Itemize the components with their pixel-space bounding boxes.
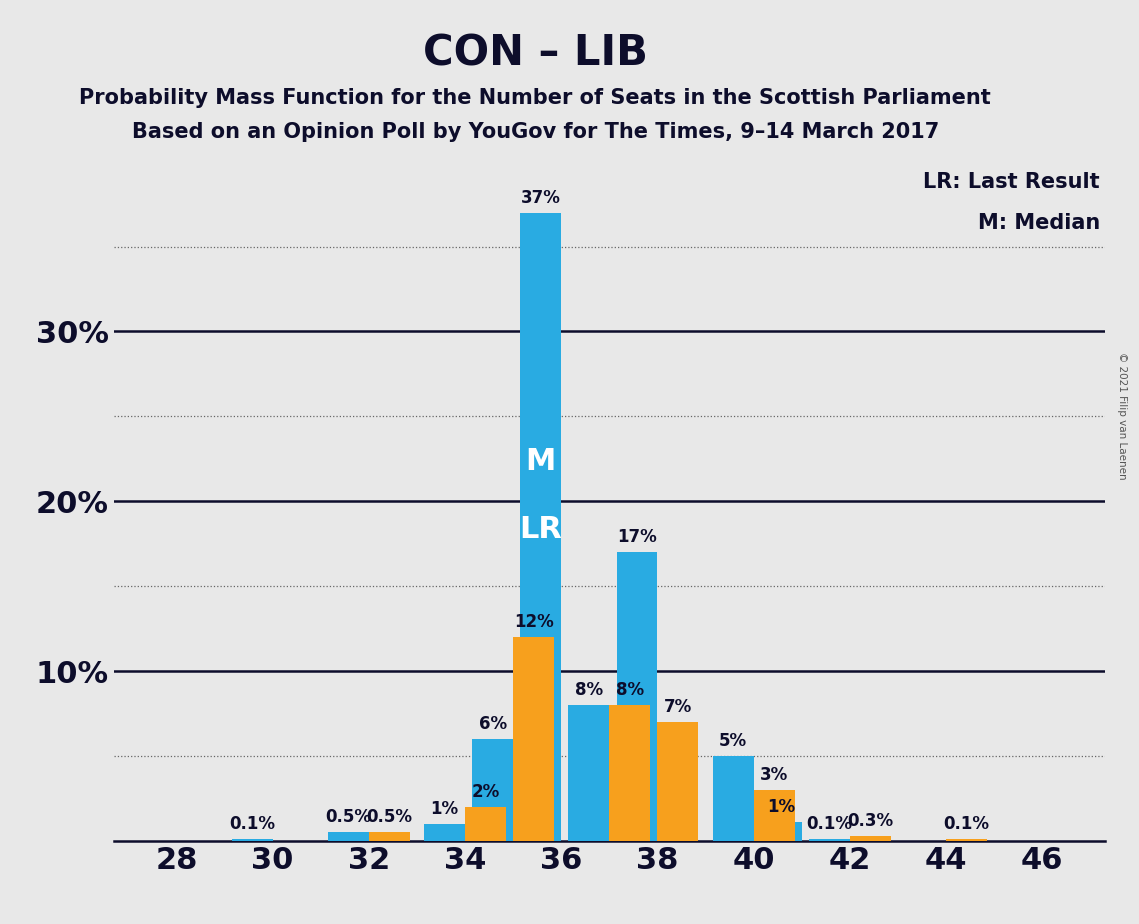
Text: LR: LR: [519, 515, 563, 543]
Text: 0.5%: 0.5%: [367, 808, 412, 826]
Bar: [616, 553, 657, 841]
Text: 17%: 17%: [617, 529, 657, 546]
Bar: [231, 839, 272, 841]
Bar: [514, 638, 554, 841]
Text: 12%: 12%: [514, 614, 554, 631]
Text: 0.3%: 0.3%: [847, 812, 893, 830]
Bar: [947, 839, 988, 841]
Bar: [568, 705, 609, 841]
Text: 0.1%: 0.1%: [943, 815, 990, 833]
Bar: [609, 705, 650, 841]
Text: M: Median: M: Median: [977, 213, 1100, 233]
Text: Probability Mass Function for the Number of Seats in the Scottish Parliament: Probability Mass Function for the Number…: [80, 88, 991, 108]
Text: 2%: 2%: [472, 783, 500, 801]
Text: 37%: 37%: [521, 188, 560, 207]
Bar: [465, 807, 506, 841]
Text: 7%: 7%: [664, 698, 693, 716]
Text: M: M: [525, 447, 556, 476]
Bar: [424, 824, 465, 841]
Bar: [521, 213, 562, 841]
Text: 3%: 3%: [760, 766, 788, 784]
Text: 1%: 1%: [768, 798, 795, 816]
Bar: [809, 839, 850, 841]
Text: 0.1%: 0.1%: [229, 815, 276, 833]
Bar: [473, 739, 514, 841]
Text: 5%: 5%: [719, 732, 747, 750]
Text: 8%: 8%: [616, 681, 644, 699]
Text: © 2021 Filip van Laenen: © 2021 Filip van Laenen: [1117, 352, 1126, 480]
Bar: [657, 722, 698, 841]
Bar: [761, 822, 802, 841]
Text: CON – LIB: CON – LIB: [423, 32, 648, 74]
Text: 6%: 6%: [478, 715, 507, 733]
Text: 8%: 8%: [575, 681, 603, 699]
Text: 0.1%: 0.1%: [806, 815, 852, 833]
Bar: [754, 790, 795, 841]
Text: 0.5%: 0.5%: [326, 808, 371, 826]
Bar: [328, 833, 369, 841]
Text: LR: Last Result: LR: Last Result: [924, 172, 1100, 192]
Bar: [713, 756, 754, 841]
Text: Based on an Opinion Poll by YouGov for The Times, 9–14 March 2017: Based on an Opinion Poll by YouGov for T…: [132, 122, 939, 142]
Text: 1%: 1%: [431, 800, 459, 818]
Bar: [369, 833, 410, 841]
Bar: [850, 835, 891, 841]
